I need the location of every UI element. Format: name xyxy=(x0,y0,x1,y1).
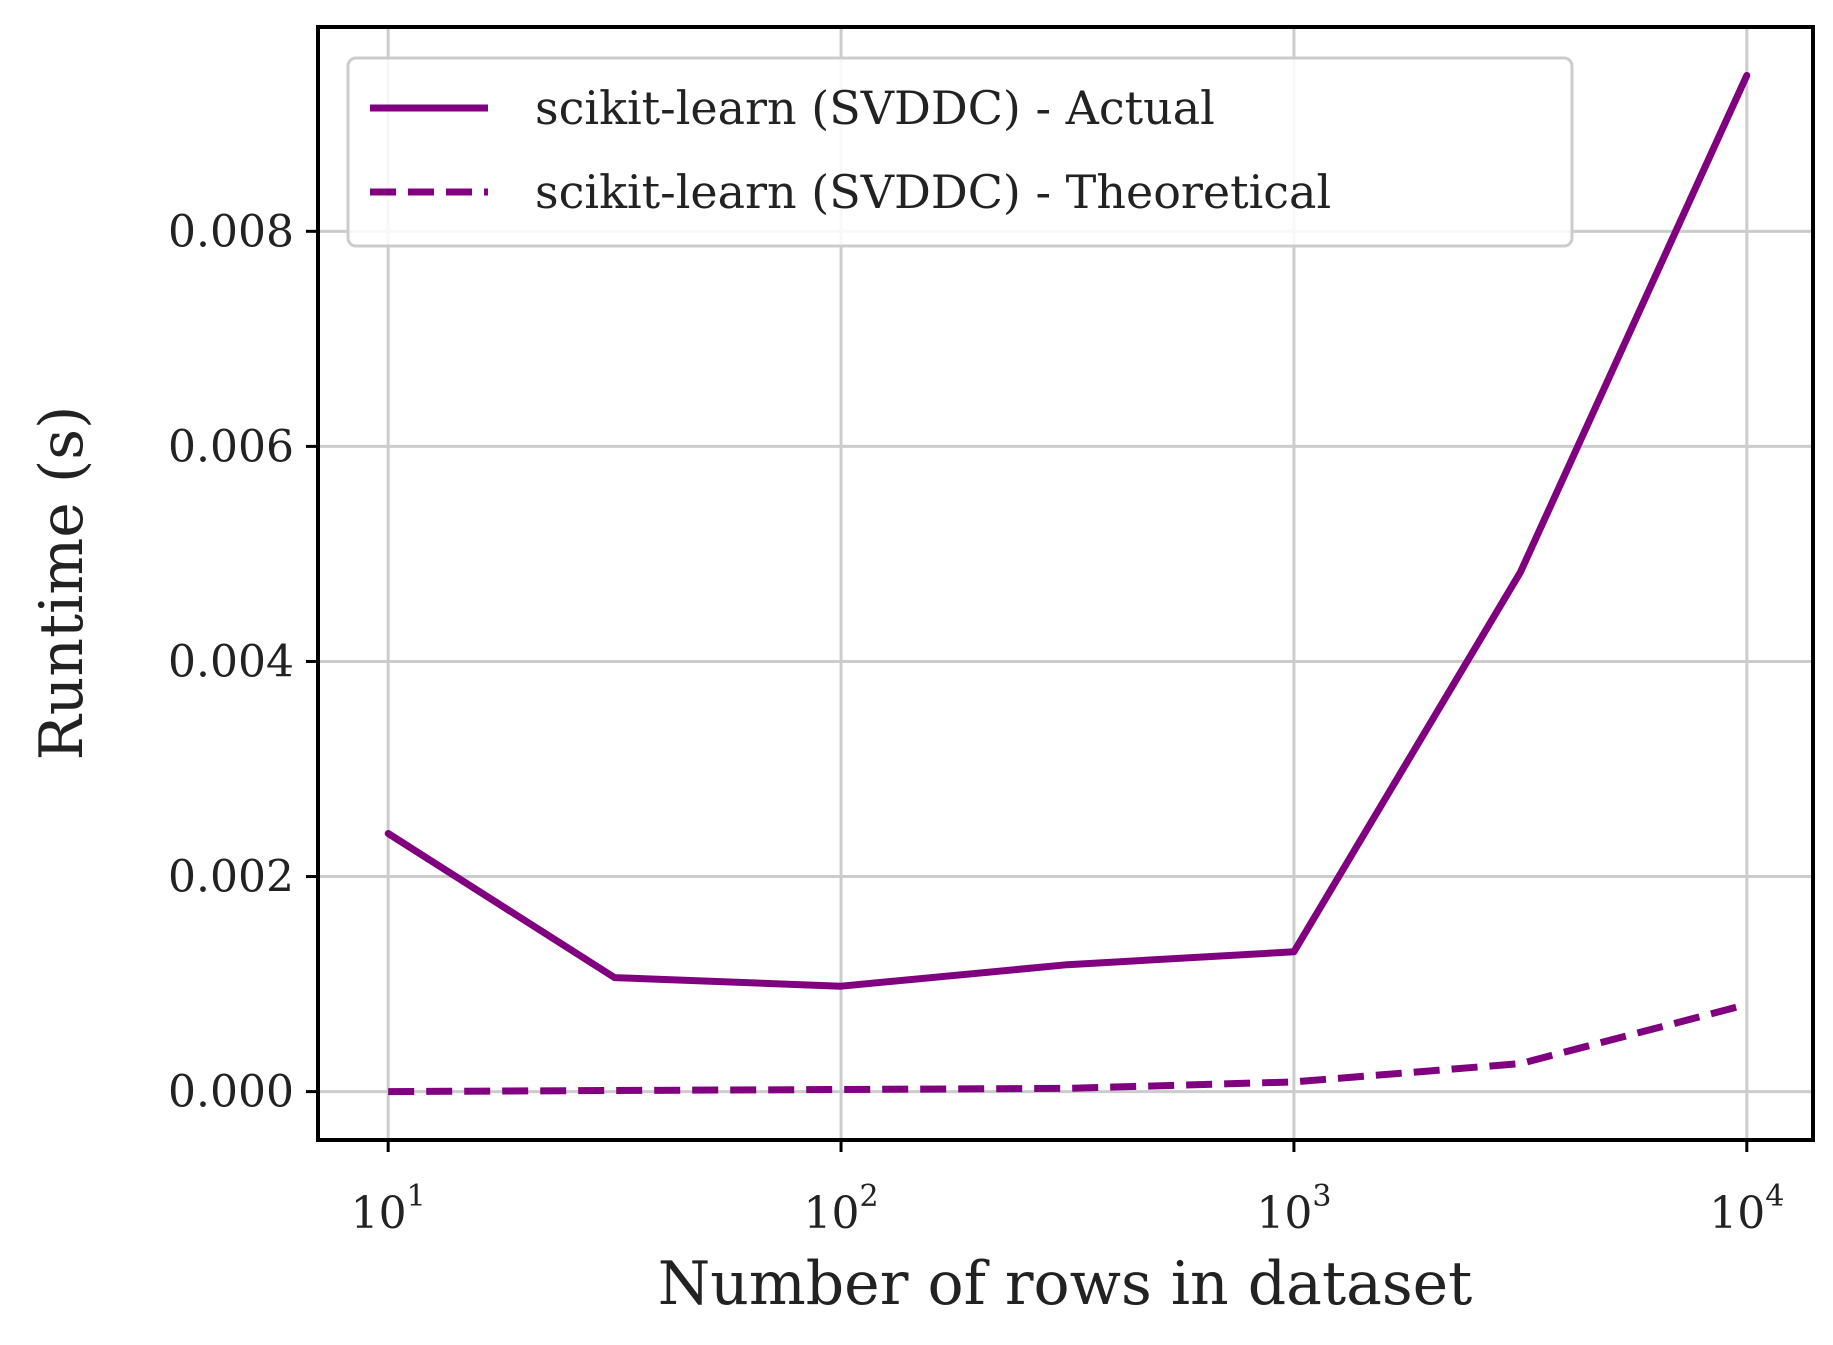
y-tick-label: 0.004 xyxy=(168,636,294,687)
x-tick-label: 102 xyxy=(803,1179,878,1239)
legend-entry-label: scikit-learn (SVDDC) - Actual xyxy=(535,81,1215,135)
series-line-theoretical xyxy=(388,1001,1748,1096)
y-tick-label: 0.000 xyxy=(168,1067,294,1118)
y-axis-title: Runtime (s) xyxy=(27,406,97,761)
x-axis-title: Number of rows in dataset xyxy=(658,1249,1473,1319)
legend: scikit-learn (SVDDC) - Actual scikit-lear… xyxy=(346,56,1574,248)
ticks: 0.000 0.002 0.004 0.006 0.008 101 102 103 104 xyxy=(168,206,1784,1239)
y-tick-label: 0.008 xyxy=(168,206,294,257)
y-tick-label: 0.006 xyxy=(168,421,294,472)
plot-frame xyxy=(316,25,1815,1142)
legend-box xyxy=(346,56,1574,248)
y-tick-label: 0.002 xyxy=(168,852,294,903)
x-tick-label: 101 xyxy=(351,1179,426,1239)
x-tick-label: 103 xyxy=(1256,1179,1331,1239)
series-layer xyxy=(384,71,1751,1096)
series-line-actual xyxy=(384,71,1751,990)
x-tick-label: 104 xyxy=(1709,1179,1784,1239)
legend-entry-label: scikit-learn (SVDDC) - Theoretical xyxy=(535,165,1331,219)
